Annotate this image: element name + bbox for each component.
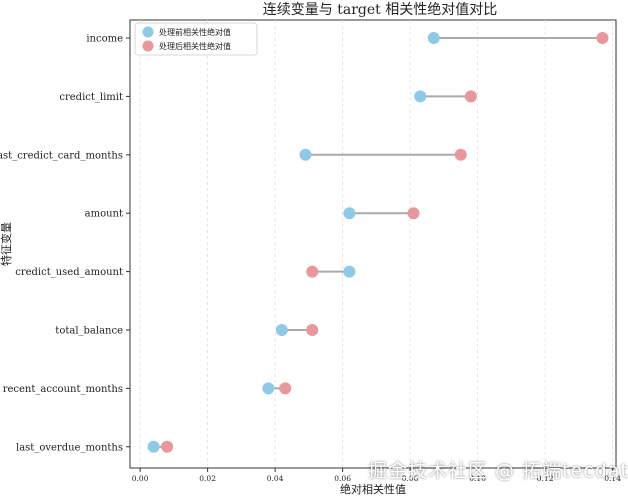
plot-area [129,19,617,469]
point-before [414,90,427,103]
point-before [262,382,275,395]
point-after [306,324,319,336]
y-tick-label: last_overdue_months [16,442,123,453]
legend-marker [142,26,154,38]
x-tick-label: 0.10 [469,474,486,483]
data-points [147,32,609,453]
y-tick-label: total_balance [55,326,123,337]
point-before [343,265,356,278]
x-tick-label: 0.00 [132,474,149,483]
y-axis-label: 特征变量 [0,222,13,266]
y-tick-label: last_credict_card_months [0,150,123,161]
x-tick-label: 0.12 [537,474,554,483]
y-tick-label: credict_used_amount [15,267,123,278]
legend-label: 处理前相关性绝对值 [159,27,231,37]
point-after [306,265,319,278]
x-tick-label: 0.06 [334,474,351,483]
y-tick-label: recent_account_months [3,384,123,395]
x-tick-label: 0.14 [604,474,621,483]
x-axis-label: 绝对相关性值 [340,482,406,496]
point-before [275,324,288,336]
y-tick-label: income [86,34,123,45]
x-tick-label: 0.04 [267,474,284,483]
point-before [299,148,312,161]
point-after [454,148,467,161]
x-tick-labels: 0.00 0.02 0.04 0.06 0.08 0.10 0.12 0.14 [132,468,621,483]
point-before [147,440,160,453]
point-after [596,32,609,44]
point-after [407,207,420,220]
y-tick-labels: income credict_limit last_credict_card_mon… [0,34,130,453]
point-before [427,32,440,44]
point-after [464,90,477,103]
watermark: 掘金技术社区 @ 拓端tecdat [368,460,628,482]
grid [139,20,614,468]
x-tick-label: 0.02 [199,474,216,483]
legend-label: 处理后相关性绝对值 [159,41,231,51]
legend-box [134,22,258,56]
point-after [161,440,174,453]
point-after [279,382,292,395]
legend-marker [142,40,154,52]
y-tick-label: credict_limit [59,92,123,103]
connectors [153,37,603,448]
point-before [343,207,356,220]
chart-title: 连续变量与 target 相关性绝对值对比 [263,1,497,18]
y-tick-label: amount [85,209,123,220]
x-tick-label: 0.08 [402,474,419,483]
